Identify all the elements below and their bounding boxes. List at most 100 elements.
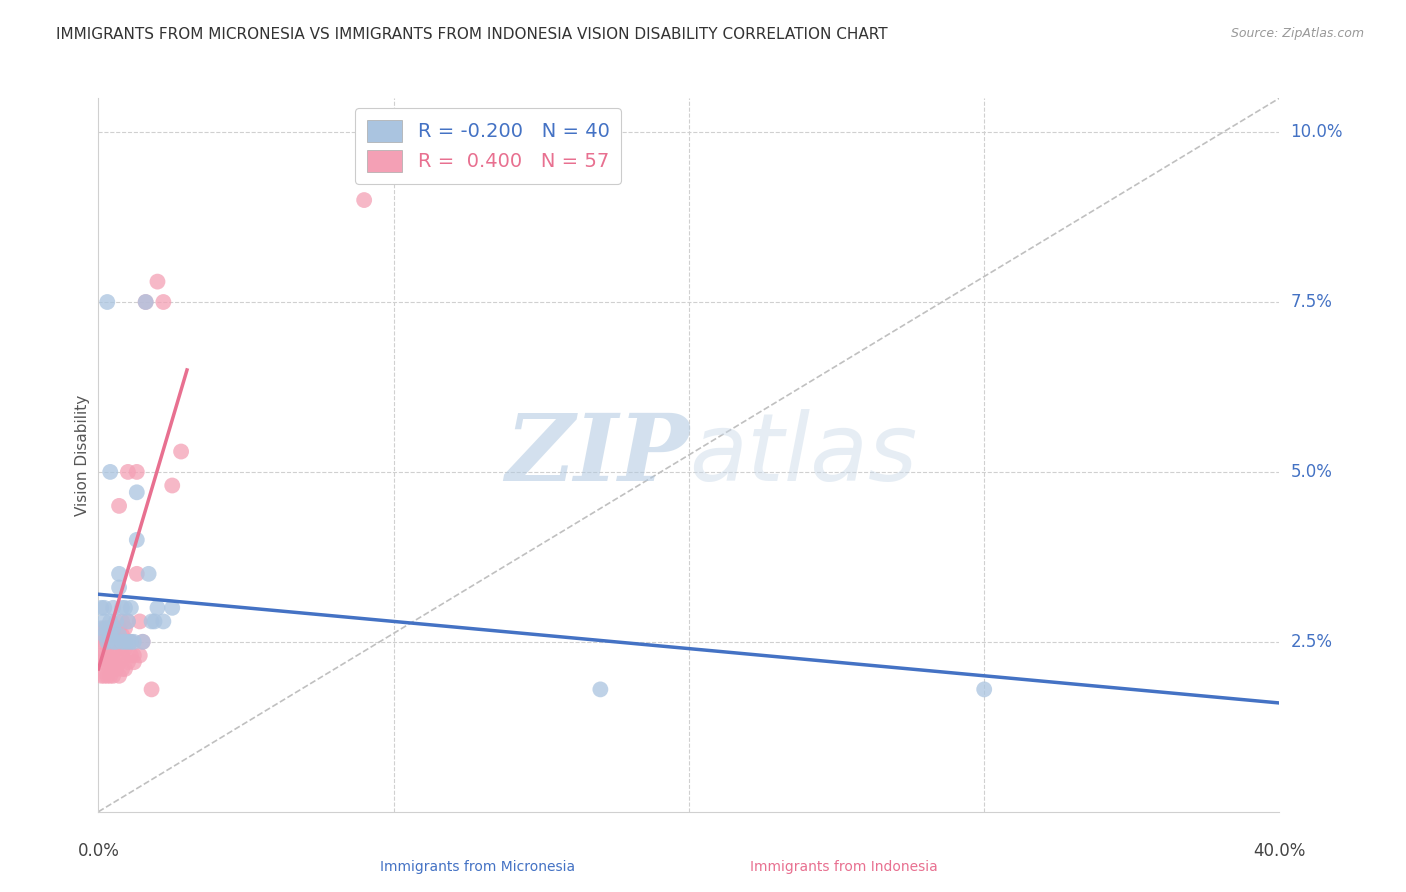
Point: [170, 444, 193, 458]
Point: [120, 648, 142, 663]
Text: ZIP: ZIP: [505, 410, 689, 500]
Point: [135, 295, 157, 310]
Point: [132, 635, 155, 649]
Point: [98, 628, 121, 642]
Point: [105, 635, 128, 649]
Point: [90, 655, 112, 669]
Point: [105, 615, 128, 629]
Text: 0.0%: 0.0%: [77, 842, 120, 860]
Text: 2.5%: 2.5%: [1291, 632, 1333, 651]
Point: [117, 465, 139, 479]
Point: [117, 615, 139, 629]
Point: [105, 635, 128, 649]
Point: [138, 566, 160, 581]
Point: [98, 621, 121, 635]
Point: [103, 669, 125, 683]
Point: [120, 600, 142, 615]
Text: Immigrants from Micronesia: Immigrants from Micronesia: [381, 860, 575, 874]
Point: [108, 669, 131, 683]
Point: [589, 682, 612, 697]
Point: [111, 600, 134, 615]
Point: [111, 662, 134, 676]
Point: [117, 635, 139, 649]
Point: [146, 600, 169, 615]
Point: [117, 655, 139, 669]
Point: [108, 628, 131, 642]
Point: [122, 635, 145, 649]
Point: [973, 682, 995, 697]
Point: [103, 628, 125, 642]
Point: [108, 499, 131, 513]
Point: [96, 295, 118, 310]
Point: [90, 600, 112, 615]
Text: atlas: atlas: [689, 409, 917, 500]
Point: [120, 635, 142, 649]
Point: [90, 669, 112, 683]
Legend: R = -0.200   N = 40, R =  0.400   N = 57: R = -0.200 N = 40, R = 0.400 N = 57: [356, 108, 621, 184]
Text: Source: ZipAtlas.com: Source: ZipAtlas.com: [1230, 27, 1364, 40]
Point: [90, 648, 112, 663]
Point: [96, 635, 118, 649]
Point: [117, 635, 139, 649]
Point: [141, 682, 163, 697]
Point: [114, 641, 136, 656]
Point: [90, 635, 112, 649]
Text: 10.0%: 10.0%: [1291, 123, 1343, 141]
Point: [96, 655, 118, 669]
Point: [108, 621, 131, 635]
Point: [93, 628, 115, 642]
Text: Immigrants from Indonesia: Immigrants from Indonesia: [749, 860, 938, 874]
Point: [93, 615, 115, 629]
Point: [128, 615, 150, 629]
Point: [108, 641, 131, 656]
Point: [108, 581, 131, 595]
Point: [96, 635, 118, 649]
Text: 40.0%: 40.0%: [1253, 842, 1306, 860]
Point: [98, 465, 121, 479]
Point: [98, 635, 121, 649]
Point: [111, 648, 134, 663]
Point: [111, 615, 134, 629]
Point: [122, 648, 145, 663]
Point: [122, 655, 145, 669]
Point: [125, 465, 148, 479]
Text: IMMIGRANTS FROM MICRONESIA VS IMMIGRANTS FROM INDONESIA VISION DISABILITY CORREL: IMMIGRANTS FROM MICRONESIA VS IMMIGRANTS…: [56, 27, 887, 42]
Point: [162, 478, 183, 492]
Point: [96, 669, 118, 683]
Point: [96, 621, 118, 635]
Point: [105, 648, 128, 663]
Point: [98, 615, 121, 629]
Point: [96, 648, 118, 663]
Point: [125, 533, 148, 547]
Point: [111, 635, 134, 649]
Point: [162, 600, 183, 615]
Point: [128, 648, 150, 663]
Point: [103, 635, 125, 649]
Point: [103, 641, 125, 656]
Point: [108, 566, 131, 581]
Point: [120, 635, 142, 649]
Point: [141, 615, 163, 629]
Point: [108, 655, 131, 669]
Point: [93, 621, 115, 635]
Point: [152, 295, 174, 310]
Point: [125, 485, 148, 500]
Point: [103, 600, 125, 615]
Point: [125, 566, 148, 581]
Point: [152, 615, 174, 629]
Point: [103, 621, 125, 635]
Point: [98, 669, 121, 683]
Text: 7.5%: 7.5%: [1291, 293, 1333, 311]
Point: [114, 600, 136, 615]
Point: [93, 655, 115, 669]
Point: [90, 621, 112, 635]
Point: [353, 193, 375, 207]
Point: [93, 648, 115, 663]
Point: [114, 621, 136, 635]
Point: [103, 655, 125, 669]
Point: [135, 295, 157, 310]
Point: [93, 600, 115, 615]
Point: [111, 628, 134, 642]
Point: [105, 662, 128, 676]
Point: [93, 669, 115, 683]
